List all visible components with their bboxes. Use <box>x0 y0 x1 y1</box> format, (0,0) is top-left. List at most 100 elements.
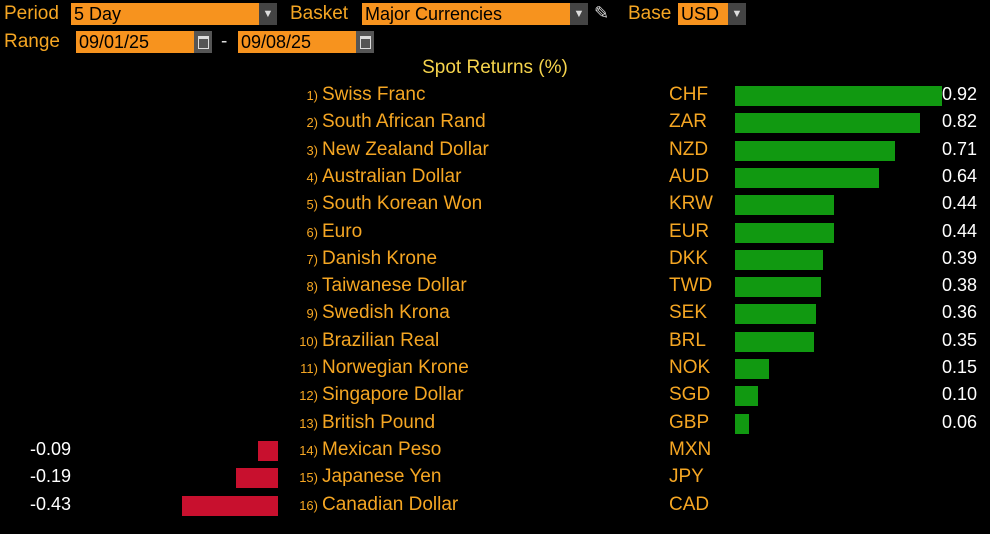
currency-code: DKK <box>669 247 709 269</box>
currency-name: South Korean Won <box>322 193 483 215</box>
dropdown-arrow-icon[interactable]: ▼ <box>570 3 588 25</box>
table-row[interactable]: 16) Canadian Dollar CAD -0.43 <box>0 493 990 520</box>
return-value: 0.36 <box>942 302 978 323</box>
currency-name: New Zealand Dollar <box>322 138 489 160</box>
rank-label: 3) <box>306 142 318 158</box>
dropdown-arrow-icon[interactable]: ▼ <box>728 3 746 25</box>
dropdown-arrow-icon[interactable]: ▼ <box>259 3 277 25</box>
currency-name: Taiwanese Dollar <box>322 275 467 297</box>
currency-code: ZAR <box>669 111 707 133</box>
positive-return-bar <box>735 140 895 161</box>
return-value: 0.39 <box>942 247 978 268</box>
positive-return-bar <box>735 249 823 270</box>
positive-return-bar <box>735 113 920 134</box>
currency-code: TWD <box>669 275 713 297</box>
calendar-icon[interactable] <box>356 31 374 53</box>
currency-code: NZD <box>669 138 709 160</box>
basket-label: Basket <box>290 3 349 24</box>
table-row[interactable]: 2) South African Rand ZAR 0.82 <box>0 110 990 137</box>
table-row[interactable]: 3) New Zealand Dollar NZD 0.71 <box>0 138 990 165</box>
rank-label: 2) <box>306 115 318 131</box>
positive-return-bar <box>735 331 814 352</box>
currency-code: MXN <box>669 438 712 460</box>
currency-name: Swiss Franc <box>322 84 426 105</box>
positive-return-bar <box>735 304 816 325</box>
rank-label: 12) <box>299 388 318 404</box>
positive-return-bar <box>735 359 769 379</box>
currency-code: JPY <box>669 466 704 488</box>
return-value: 0.10 <box>942 384 978 405</box>
table-row[interactable]: 7) Danish Krone DKK 0.39 <box>0 247 990 274</box>
calendar-icon[interactable] <box>194 31 212 53</box>
currency-name: Danish Krone <box>322 247 438 269</box>
return-value: -0.09 <box>30 438 72 459</box>
positive-return-bar <box>735 413 749 434</box>
pencil-icon[interactable]: ✎ <box>594 3 610 23</box>
table-row[interactable]: 4) Australian Dollar AUD 0.64 <box>0 165 990 192</box>
return-value: 0.71 <box>942 138 978 159</box>
table-row[interactable]: 15) Japanese Yen JPY -0.19 <box>0 465 990 492</box>
currency-name: British Pound <box>322 411 436 433</box>
rank-label: 9) <box>306 306 318 322</box>
currency-name: Norwegian Krone <box>322 357 469 378</box>
currency-name: Swedish Krona <box>322 302 450 324</box>
rank-label: 6) <box>306 224 318 240</box>
positive-return-bar <box>735 222 834 243</box>
currency-code: CHF <box>669 84 709 105</box>
table-row[interactable]: 12) Singapore Dollar SGD 0.10 <box>0 383 990 410</box>
currency-name: Singapore Dollar <box>322 384 464 406</box>
currency-code: SGD <box>669 384 711 406</box>
rank-label: 16) <box>299 497 318 513</box>
positive-return-bar <box>735 195 834 216</box>
currency-name: Mexican Peso <box>322 438 442 460</box>
currency-code: EUR <box>669 220 710 242</box>
table-row[interactable]: 9) Swedish Krona SEK 0.36 <box>0 301 990 328</box>
currency-name: Euro <box>322 220 363 242</box>
currency-code: AUD <box>669 165 710 187</box>
currency-code: GBP <box>669 411 710 433</box>
positive-return-bar <box>735 277 821 298</box>
table-row[interactable]: 5) South Korean Won KRW 0.44 <box>0 192 990 219</box>
base-select[interactable]: USD <box>678 3 728 25</box>
table-row[interactable]: 6) Euro EUR 0.44 <box>0 220 990 247</box>
return-value: 0.82 <box>942 111 978 132</box>
table-row[interactable]: 1) Swiss Franc CHF 0.92 <box>0 83 990 110</box>
rank-label: 8) <box>306 279 318 295</box>
rank-label: 7) <box>306 251 318 267</box>
currency-code: CAD <box>669 493 710 515</box>
negative-return-bar <box>182 495 278 516</box>
currency-name: Canadian Dollar <box>322 493 459 515</box>
rank-label: 13) <box>299 415 318 431</box>
rank-label: 14) <box>299 442 318 458</box>
return-value: 0.44 <box>942 193 978 214</box>
currency-code: SEK <box>669 302 708 324</box>
table-row[interactable]: 8) Taiwanese Dollar TWD 0.38 <box>0 274 990 301</box>
currency-name: Brazilian Real <box>322 329 440 351</box>
positive-return-bar <box>735 86 942 106</box>
return-value: 0.15 <box>942 357 978 377</box>
negative-return-bar <box>235 468 278 489</box>
rank-label: 1) <box>306 88 318 103</box>
base-label: Base <box>628 3 672 24</box>
period-label: Period <box>4 3 59 24</box>
return-value: 0.44 <box>942 220 978 241</box>
range-end-input[interactable]: 09/08/25 <box>238 31 356 53</box>
rank-label: 15) <box>299 470 318 486</box>
currency-code: KRW <box>669 193 713 215</box>
rank-label: 10) <box>299 333 318 349</box>
positive-return-bar <box>735 386 758 407</box>
rank-label: 4) <box>306 169 318 185</box>
table-row[interactable]: 10) Brazilian Real BRL 0.35 <box>0 329 990 356</box>
table-row[interactable]: 13) British Pound GBP 0.06 <box>0 411 990 438</box>
range-start-input[interactable]: 09/01/25 <box>76 31 194 53</box>
return-value: 0.64 <box>942 165 978 186</box>
table-row[interactable]: 14) Mexican Peso MXN -0.09 <box>0 438 990 465</box>
currency-code: BRL <box>669 329 706 351</box>
return-value: -0.43 <box>30 493 72 514</box>
period-select[interactable]: 5 Day <box>71 3 259 25</box>
table-row[interactable]: 11) Norwegian Krone NOK 0.15 <box>0 356 990 383</box>
return-value: 0.38 <box>942 275 978 296</box>
return-value: -0.19 <box>30 466 72 487</box>
currency-code: NOK <box>669 357 711 378</box>
basket-select[interactable]: Major Currencies <box>362 3 570 25</box>
